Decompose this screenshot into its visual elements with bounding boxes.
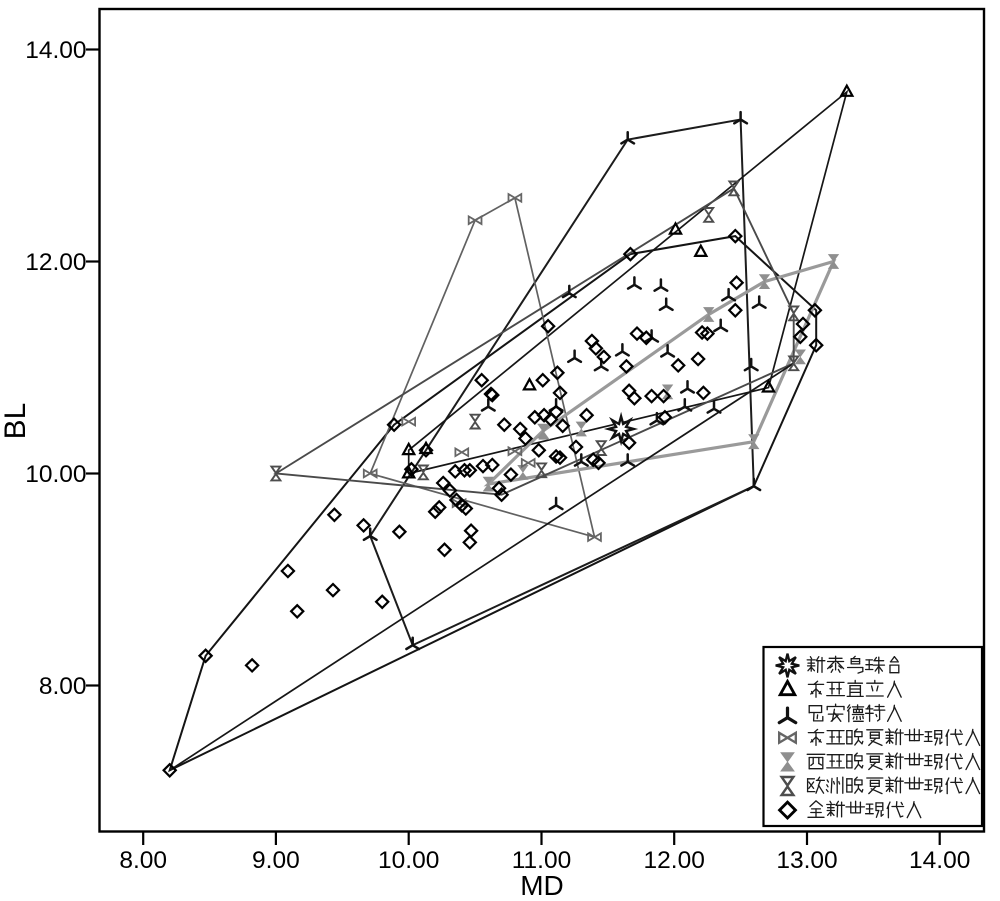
svg-text:14.00: 14.00	[25, 37, 86, 64]
svg-text:MD: MD	[520, 870, 564, 901]
svg-text:10.00: 10.00	[25, 461, 86, 488]
svg-text:8.00: 8.00	[39, 673, 87, 700]
svg-text:BL: BL	[0, 403, 32, 440]
svg-text:14.00: 14.00	[909, 847, 970, 874]
svg-text:10.00: 10.00	[378, 847, 439, 874]
svg-text:9.00: 9.00	[252, 847, 300, 874]
svg-text:8.00: 8.00	[119, 847, 167, 874]
svg-text:13.00: 13.00	[776, 847, 837, 874]
svg-text:11.00: 11.00	[512, 847, 572, 874]
svg-text:12.00: 12.00	[25, 249, 86, 276]
svg-text:12.00: 12.00	[644, 847, 705, 874]
